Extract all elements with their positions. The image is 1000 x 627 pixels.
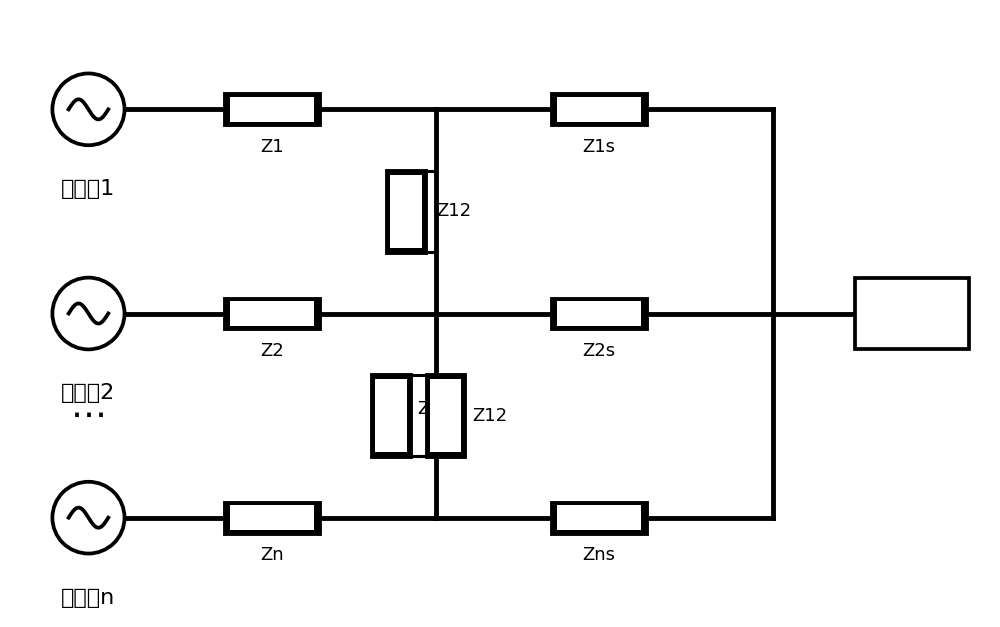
Text: ⋯: ⋯ xyxy=(70,399,107,433)
Bar xyxy=(225,95,319,124)
Text: Z1: Z1 xyxy=(260,138,284,155)
Bar xyxy=(230,301,314,326)
Bar xyxy=(855,278,969,349)
Bar xyxy=(557,97,641,122)
Bar xyxy=(552,95,646,124)
Bar xyxy=(390,175,422,248)
Bar xyxy=(372,376,410,456)
Bar xyxy=(557,301,641,326)
Bar xyxy=(552,503,646,532)
Bar xyxy=(375,379,407,452)
Bar xyxy=(230,97,314,122)
Bar xyxy=(430,379,461,452)
Text: Z12: Z12 xyxy=(472,406,507,424)
Text: Z12: Z12 xyxy=(418,401,453,418)
Text: 新能源1: 新能源1 xyxy=(61,179,116,199)
Bar xyxy=(557,505,641,530)
Text: Z1s: Z1s xyxy=(583,138,616,155)
Bar xyxy=(225,298,319,329)
Bar xyxy=(230,505,314,530)
Text: Zn: Zn xyxy=(260,546,284,564)
Bar xyxy=(427,376,464,456)
Text: Z12: Z12 xyxy=(437,203,472,221)
Bar xyxy=(552,298,646,329)
Text: Zns: Zns xyxy=(583,546,616,564)
Text: 新能源2: 新能源2 xyxy=(61,383,116,403)
Text: 新能源n: 新能源n xyxy=(61,587,116,608)
Text: 电网: 电网 xyxy=(897,302,926,325)
Text: Z2s: Z2s xyxy=(583,342,616,360)
Text: Z2: Z2 xyxy=(260,342,284,360)
Bar xyxy=(387,171,425,251)
Bar xyxy=(225,503,319,532)
